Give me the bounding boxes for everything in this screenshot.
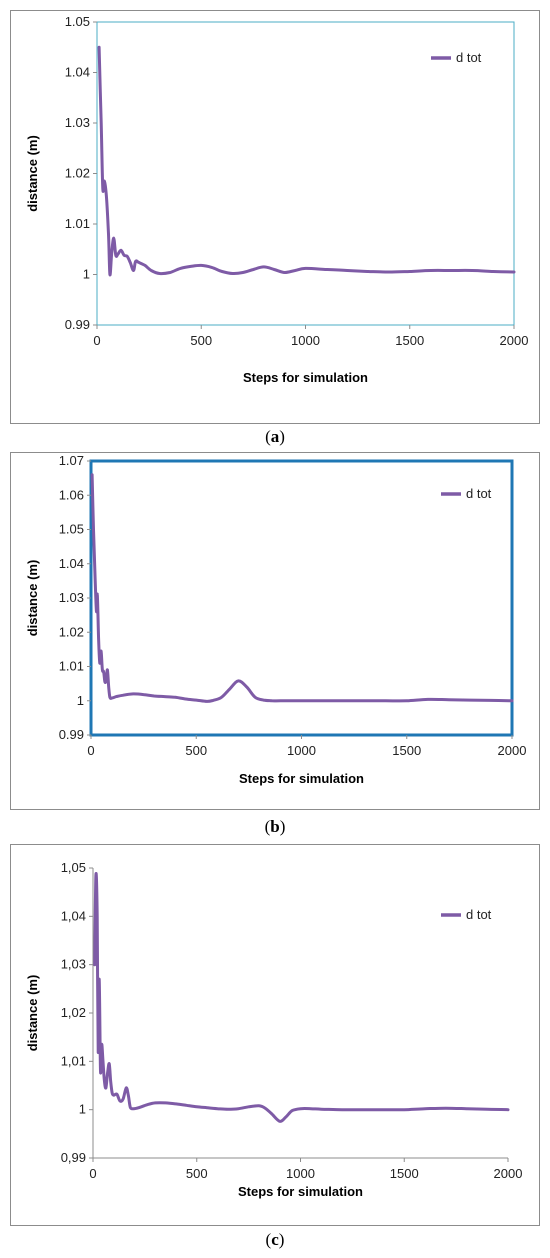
x-tick-label: 2000 — [500, 333, 529, 348]
chart-panel-c: 0,99 1 1,01 1,02 1,03 1,04 1,05 0 500 1000 1500 200… — [10, 844, 540, 1226]
y-tick-label: 1.04 — [65, 65, 90, 80]
y-tick-label: 1.04 — [59, 556, 84, 571]
y-tick-label: 1,03 — [61, 957, 86, 972]
chart-panel-a: 0.99 1 1.01 1.02 1.03 1.04 1.05 0 500 1000 1500 200… — [10, 10, 540, 424]
y-tick-label: 0.99 — [59, 727, 84, 742]
y-tick-label: 1.01 — [59, 659, 84, 674]
y-tick-label: 1.06 — [59, 487, 84, 502]
x-tick-label: 0 — [89, 1166, 96, 1181]
y-tick-label: 1 — [83, 267, 90, 282]
y-tick-label: 0.99 — [65, 317, 90, 332]
legend-label-a: d tot — [456, 50, 482, 65]
y-tick-label: 1.02 — [59, 624, 84, 639]
x-axis-label-b: Steps for simulation — [239, 771, 364, 786]
y-tick-label: 1 — [77, 693, 84, 708]
caption-b-close: ) — [279, 817, 286, 836]
x-axis-label-a: Steps for simulation — [243, 370, 368, 385]
y-tick-label: 1.07 — [59, 453, 84, 468]
x-tick-label: 1000 — [286, 1166, 315, 1181]
y-tick-label: 1.03 — [65, 115, 90, 130]
x-tick-label: 0 — [87, 743, 94, 758]
y-tick-label: 1,02 — [61, 1005, 86, 1020]
caption-b-open: ( — [264, 817, 271, 836]
x-tick-label: 1500 — [392, 743, 421, 758]
chart-c: 0,99 1 1,01 1,02 1,03 1,04 1,05 0 500 1000 1500 200… — [25, 860, 523, 1199]
plot-frame-a — [96, 21, 515, 326]
caption-a-close: ) — [279, 427, 285, 446]
x-tick-label: 1500 — [390, 1166, 419, 1181]
x-tick-label: 1000 — [291, 333, 320, 348]
caption-b: (b) — [0, 817, 550, 837]
y-tick-label: 1.02 — [65, 166, 90, 181]
y-tick-label: 1.05 — [65, 14, 90, 29]
y-tick-label: 1.05 — [59, 522, 84, 537]
x-tick-label: 0 — [93, 333, 100, 348]
x-tick-label: 500 — [190, 333, 212, 348]
x-tick-label: 2000 — [498, 743, 527, 758]
x-tick-label: 2000 — [494, 1166, 523, 1181]
y-axis-label-a: distance (m) — [25, 135, 40, 212]
x-tick-label: 500 — [186, 1166, 208, 1181]
y-tick-label: 1,05 — [61, 860, 86, 875]
legend-label-b: d tot — [466, 486, 492, 501]
y-axis-label-b: distance (m) — [25, 560, 40, 637]
chart-a: 0.99 1 1.01 1.02 1.03 1.04 1.05 0 500 1000 1500 200… — [25, 14, 529, 385]
x-tick-label: 500 — [185, 743, 207, 758]
caption-c: (c) — [0, 1230, 550, 1250]
caption-b-letter: b — [270, 817, 280, 836]
caption-c-open: ( — [265, 1230, 272, 1249]
series-line-d-tot-c — [93, 872, 510, 1123]
caption-c-letter: c — [271, 1230, 279, 1249]
caption-a: (a) — [0, 427, 550, 447]
caption-c-close: ) — [278, 1230, 285, 1249]
x-tick-label: 1000 — [287, 743, 316, 758]
y-tick-label: 1.03 — [59, 590, 84, 605]
plot-frame-b — [89, 459, 514, 737]
y-tick-label: 0,99 — [61, 1150, 86, 1165]
series-line-d-tot-b — [90, 473, 514, 703]
series-line-d-tot-a — [97, 45, 516, 277]
y-tick-label: 1,04 — [61, 908, 86, 923]
caption-a-letter: a — [270, 427, 280, 446]
y-tick-label: 1.01 — [65, 216, 90, 231]
x-tick-label: 1500 — [395, 333, 424, 348]
y-axis-label-c: distance (m) — [25, 975, 40, 1052]
chart-panel-b: 0.99 1 1.01 1.02 1.03 1.04 1.05 1.06 1.07 0 500 100… — [10, 452, 540, 810]
y-tick-label: 1,01 — [61, 1053, 86, 1068]
caption-a-open: ( — [265, 427, 271, 446]
legend-label-c: d tot — [466, 907, 492, 922]
chart-b: 0.99 1 1.01 1.02 1.03 1.04 1.05 1.06 1.07 0 500 100… — [25, 453, 527, 786]
y-tick-label: 1 — [79, 1102, 86, 1117]
x-axis-label-c: Steps for simulation — [238, 1184, 363, 1199]
